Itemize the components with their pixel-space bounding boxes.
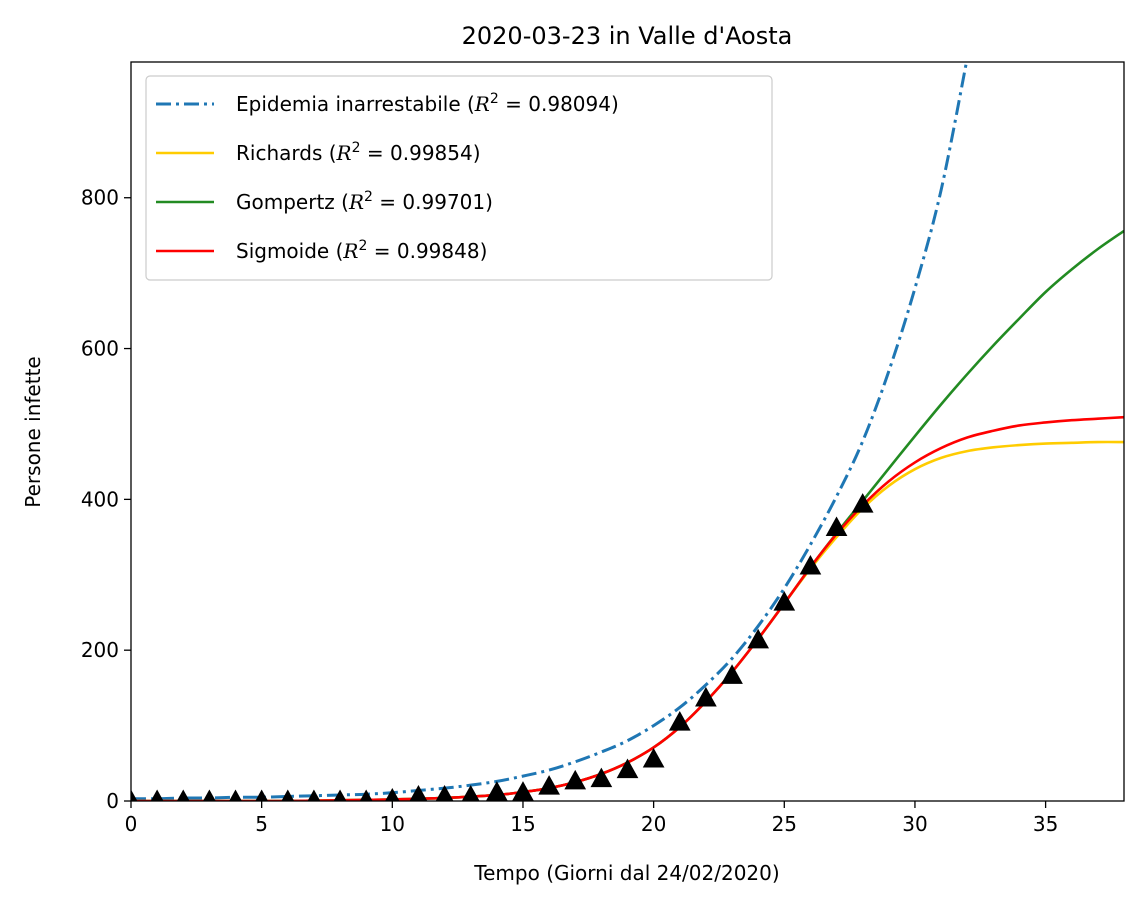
legend-r2-value: 0.99848	[397, 239, 480, 263]
observed-point	[538, 775, 560, 795]
legend: Epidemia inarrestabile (R2 = 0.98094) Ric…	[145, 75, 773, 281]
x-tick-label: 35	[1033, 812, 1058, 836]
legend-r2-value: 0.99701	[402, 190, 485, 214]
observed-point	[255, 789, 269, 801]
y-axis-title: Persone infette	[21, 356, 45, 507]
series-line-epidemia-inarrestabile	[131, 62, 969, 801]
observed-point	[176, 789, 190, 801]
x-tick-label: 30	[902, 812, 927, 836]
legend-series-name: Sigmoide	[236, 239, 329, 263]
observed-point	[359, 789, 373, 801]
y-tick-label: 400	[81, 487, 119, 511]
legend-series-name: Epidemia inarrestabile	[236, 92, 461, 116]
observed-point	[461, 784, 480, 801]
observed-point	[202, 789, 216, 801]
observed-point	[229, 789, 242, 801]
observed-point	[590, 767, 613, 788]
legend-entry: Epidemia inarrestabile (R2 = 0.98094)	[236, 91, 619, 116]
observed-point	[307, 789, 321, 801]
observed-point	[851, 493, 874, 513]
legend-entry: Gompertz (R2 = 0.99701)	[236, 189, 493, 214]
observed-point	[131, 789, 138, 801]
y-tick-label: 600	[81, 337, 119, 361]
legend-r2-value: 0.99854	[390, 141, 473, 165]
observed-point	[281, 789, 295, 801]
x-axis-title: Tempo (Giorni dal 24/02/2020)	[473, 861, 779, 885]
observed-point	[435, 784, 454, 801]
observed-point	[409, 784, 428, 801]
y-tick-label: 0	[106, 789, 119, 813]
observed-markers	[131, 493, 874, 801]
y-tick-label: 200	[81, 638, 119, 662]
observed-point	[695, 686, 717, 707]
observed-point	[385, 787, 400, 801]
legend-entry: Richards (R2 = 0.99854)	[236, 140, 481, 165]
observed-point	[747, 628, 770, 649]
x-tick-label: 25	[772, 812, 797, 836]
x-tick-label: 10	[380, 812, 405, 836]
observed-point	[668, 711, 691, 731]
x-tick-label: 15	[510, 812, 535, 836]
x-axis-ticks: 0 5 10 15 20 25 30 35	[125, 801, 1058, 836]
observed-point	[616, 758, 639, 779]
y-tick-label: 800	[81, 186, 119, 210]
observed-point	[564, 769, 587, 790]
observed-point	[150, 789, 164, 801]
x-tick-label: 20	[641, 812, 666, 836]
x-tick-label: 0	[125, 812, 138, 836]
observed-point	[773, 591, 796, 611]
observed-point	[642, 748, 665, 768]
plot-frame	[130, 61, 1125, 802]
observed-point	[512, 781, 534, 801]
observed-point	[799, 554, 822, 575]
observed-point	[333, 789, 347, 801]
legend-series-name: Richards	[236, 141, 322, 165]
legend-r2-value: 0.98094	[528, 92, 611, 116]
y-axis-ticks: 0 200 400 600 800	[81, 186, 131, 813]
observed-point	[485, 781, 508, 801]
x-tick-label: 5	[255, 812, 268, 836]
observed-point	[721, 664, 743, 684]
legend-entry: Sigmoide (R2 = 0.99848)	[236, 238, 487, 263]
observed-point	[825, 516, 848, 537]
chart-title: 2020-03-23 in Valle d'Aosta	[462, 22, 793, 50]
legend-box	[145, 75, 773, 281]
legend-series-name: Gompertz	[236, 190, 335, 214]
